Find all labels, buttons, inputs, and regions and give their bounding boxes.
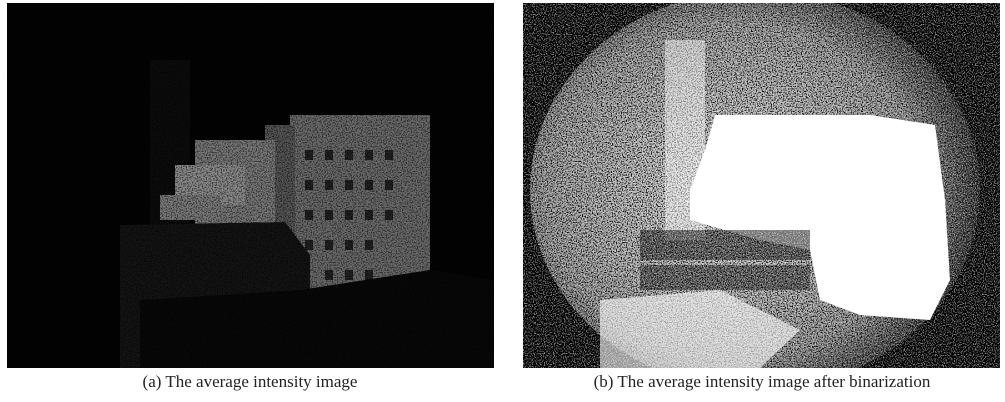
binarized-image bbox=[523, 0, 1000, 390]
intensity-image bbox=[7, 3, 494, 368]
caption: (b) The average intensity image after bi… bbox=[594, 372, 931, 391]
caption: (a) The average intensity image bbox=[143, 372, 358, 391]
page: (a) The average intensity image (b) The … bbox=[0, 0, 1005, 402]
figure: (a) The average intensity image (b) The … bbox=[0, 0, 1005, 402]
